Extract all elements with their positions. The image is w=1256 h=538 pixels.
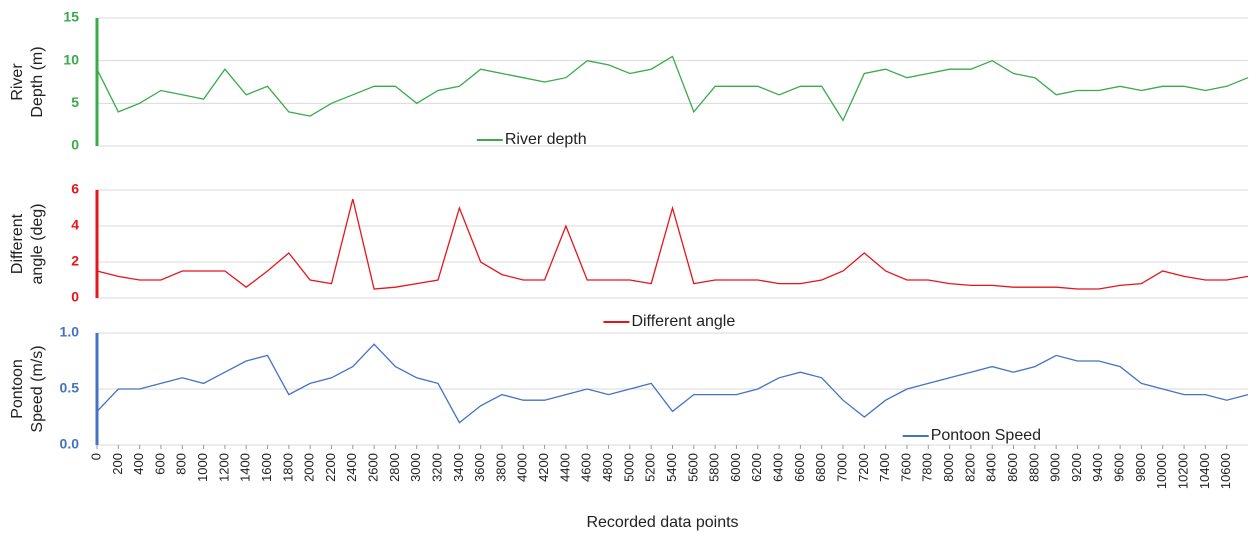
x-tick-label: 3800	[493, 453, 508, 482]
x-tick-label: 9600	[1112, 453, 1127, 482]
x-tick-label: 7600	[898, 453, 913, 482]
y-tick-label: 5	[71, 94, 79, 110]
y-tick-label: 10	[63, 51, 79, 67]
x-tick-label: 8600	[1005, 453, 1020, 482]
x-tick-label: 4800	[600, 453, 615, 482]
y-tick-label: 15	[63, 9, 79, 25]
y-axis-label-line: Different	[9, 213, 26, 274]
y-tick-label: 6	[71, 181, 79, 197]
y-axis-label-line: angle (deg)	[29, 204, 46, 285]
x-tick-label: 1600	[259, 453, 274, 482]
x-tick-label: 8400	[984, 453, 999, 482]
y-tick-label: 4	[71, 217, 79, 233]
x-tick-label: 3000	[408, 453, 423, 482]
legend-label: River depth	[505, 131, 587, 148]
data-line	[96, 343, 1249, 424]
x-tick-label: 6600	[792, 453, 807, 482]
x-tick-label: 10000	[1154, 453, 1169, 489]
y-tick-label: 0.5	[60, 380, 80, 396]
x-tick-label: 5600	[685, 453, 700, 482]
x-tick-label: 2400	[344, 453, 359, 482]
x-tick-label: 600	[152, 453, 167, 475]
x-tick-label: 6800	[813, 453, 828, 482]
x-tick-label: 3200	[429, 453, 444, 482]
legend-label: Different angle	[631, 313, 735, 330]
x-tick-label: 9800	[1133, 453, 1148, 482]
x-tick-label: 1200	[216, 453, 231, 482]
x-tick-label: 10400	[1197, 453, 1212, 489]
x-tick-label: 4200	[536, 453, 551, 482]
y-axis-label: River Depth (m)	[9, 46, 46, 117]
y-tick-label: 0.0	[60, 436, 80, 452]
x-tick-label: 4600	[579, 453, 594, 482]
x-tick-label: 0	[88, 453, 103, 460]
y-tick-label: 0	[71, 289, 79, 305]
x-tick-label: 3600	[472, 453, 487, 482]
y-axis-label-line: Pontoon	[9, 359, 26, 419]
x-tick-label: 8200	[962, 453, 977, 482]
x-tick-label: 5400	[664, 453, 679, 482]
y-tick-label: 0	[71, 137, 79, 153]
x-tick-label: 7000	[834, 453, 849, 482]
y-tick-label: 2	[71, 253, 79, 269]
y-axis-label-line: Depth (m)	[29, 46, 46, 117]
y-axis-label: Different angle (deg)	[9, 204, 46, 285]
x-tick-label: 7800	[920, 453, 935, 482]
x-tick-label: 6400	[771, 453, 786, 482]
data-line	[96, 198, 1249, 290]
y-axis-label: Pontoon Speed (m/s)	[9, 345, 46, 432]
x-tick-label: 7200	[856, 453, 871, 482]
x-tick-label: 8800	[1026, 453, 1041, 482]
x-tick-label: 5000	[621, 453, 636, 482]
x-tick-label: 7400	[877, 453, 892, 482]
x-tick-label: 800	[174, 453, 189, 475]
x-tick-label: 4400	[557, 453, 572, 482]
x-tick-label: 200	[110, 453, 125, 475]
x-tick-label: 9200	[1069, 453, 1084, 482]
x-tick-label: 9400	[1090, 453, 1105, 482]
x-axis-label: Recorded data points	[586, 514, 738, 531]
x-tick-label: 2200	[323, 453, 338, 482]
x-tick-label: 1000	[195, 453, 210, 482]
x-tick-label: 2600	[366, 453, 381, 482]
x-tick-label: 2000	[302, 453, 317, 482]
x-tick-label: 1800	[280, 453, 295, 482]
x-tick-label: 2800	[387, 453, 402, 482]
x-tick-label: 5800	[707, 453, 722, 482]
y-axis-label-line: River	[9, 63, 26, 101]
legend-label: Pontoon Speed	[931, 427, 1041, 444]
y-tick-label: 1.0	[60, 324, 80, 340]
y-axis-label-line: Speed (m/s)	[29, 345, 46, 432]
x-tick-label: 6000	[728, 453, 743, 482]
x-tick-label: 10200	[1175, 453, 1190, 489]
x-tick-label: 8000	[941, 453, 956, 482]
data-line	[96, 55, 1249, 122]
x-tick-label: 4000	[515, 453, 530, 482]
x-tick-label: 400	[131, 453, 146, 475]
x-tick-label: 1400	[238, 453, 253, 482]
x-tick-label: 3400	[451, 453, 466, 482]
x-tick-label: 10600	[1218, 453, 1233, 489]
x-tick-label: 6200	[749, 453, 764, 482]
x-tick-label: 5200	[643, 453, 658, 482]
x-tick-label: 9000	[1048, 453, 1063, 482]
